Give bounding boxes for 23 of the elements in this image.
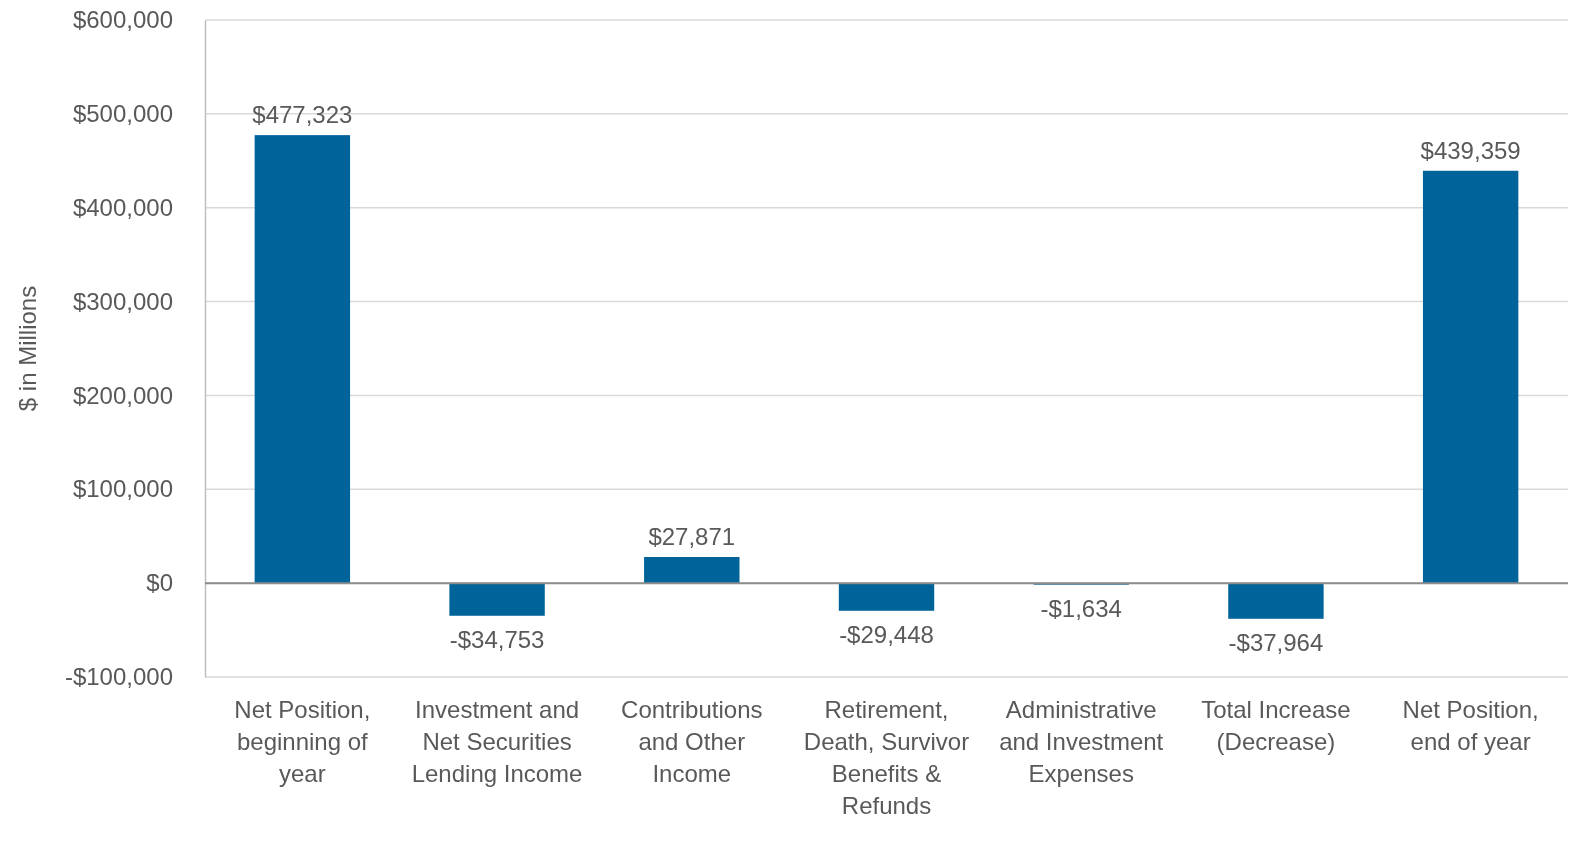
y-tick-label: $200,000 bbox=[72, 381, 173, 409]
x-tick-label: Administrative and Investment Expenses bbox=[999, 696, 1164, 787]
y-tick-label: $500,000 bbox=[72, 100, 173, 128]
x-tick-label: Investment and Net Securities Lending Income bbox=[411, 696, 583, 787]
x-tick-label: Total Increase (Decrease) bbox=[1201, 696, 1351, 755]
y-tick-label: $400,000 bbox=[72, 193, 173, 221]
data-label: $439,359 bbox=[1420, 136, 1521, 164]
y-axis-title: $ in Millions bbox=[14, 285, 41, 412]
data-label: -$1,634 bbox=[1040, 594, 1122, 622]
x-tick-label: Retirement, Death, Survivor Benefits & Refunds bbox=[803, 696, 970, 819]
data-label: -$34,753 bbox=[449, 625, 545, 653]
y-tick-label: $0 bbox=[146, 569, 173, 597]
x-tick-label: Net Position, beginning of year bbox=[234, 696, 371, 787]
data-label: -$37,964 bbox=[1228, 628, 1324, 656]
x-tick-label: Net Position, end of year bbox=[1402, 696, 1539, 755]
data-label: -$29,448 bbox=[839, 620, 934, 648]
data-label: $27,871 bbox=[648, 522, 736, 550]
y-tick-label: -$100,000 bbox=[64, 663, 173, 691]
y-tick-label: $600,000 bbox=[72, 6, 173, 34]
y-tick-label: $300,000 bbox=[72, 287, 173, 315]
y-tick-label: $100,000 bbox=[72, 475, 173, 503]
data-label: $477,323 bbox=[252, 101, 353, 129]
x-tick-label: Contributions and Other Income bbox=[621, 696, 763, 787]
